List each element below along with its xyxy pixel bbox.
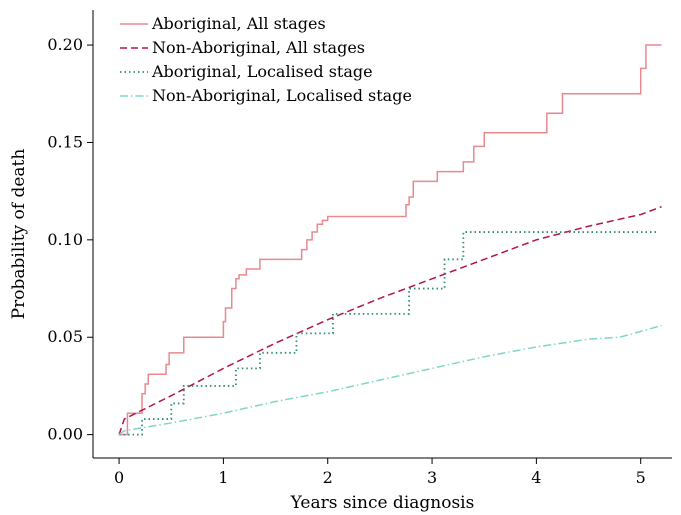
x-tick-label: 3 xyxy=(427,468,437,487)
plot-frame xyxy=(92,10,672,459)
legend: Aboriginal, All stages Non-Aboriginal, Al… xyxy=(120,14,412,105)
series-layer xyxy=(118,44,662,436)
y-tick-label: 0.10 xyxy=(47,230,83,249)
series-line-3 xyxy=(119,231,657,436)
y-axis-title: Probability of death xyxy=(9,149,29,320)
legend-label-1: Aboriginal, All stages xyxy=(151,14,326,33)
x-tick-label: 0 xyxy=(114,468,124,487)
series-line-2 xyxy=(118,206,662,435)
y-ticks: 0.00 0.05 0.10 0.15 0.20 xyxy=(47,35,93,444)
x-axis-title: Years since diagnosis xyxy=(290,493,475,513)
y-tick-label: 0.05 xyxy=(47,327,83,346)
x-ticks: 0 1 2 3 4 5 xyxy=(114,458,646,487)
series-line-1 xyxy=(119,44,662,436)
y-tick-label: 0.00 xyxy=(47,425,83,444)
legend-label-3: Aboriginal, Localised stage xyxy=(151,62,373,81)
legend-label-2: Non-Aboriginal, All stages xyxy=(152,38,365,57)
x-tick-label: 5 xyxy=(636,468,646,487)
x-tick-label: 2 xyxy=(323,468,333,487)
x-tick-label: 4 xyxy=(531,468,541,487)
x-tick-label: 1 xyxy=(218,468,228,487)
legend-label-4: Non-Aboriginal, Localised stage xyxy=(152,86,412,105)
y-tick-label: 0.15 xyxy=(47,132,83,151)
y-tick-label: 0.20 xyxy=(47,35,83,54)
series-line-4 xyxy=(118,324,662,436)
